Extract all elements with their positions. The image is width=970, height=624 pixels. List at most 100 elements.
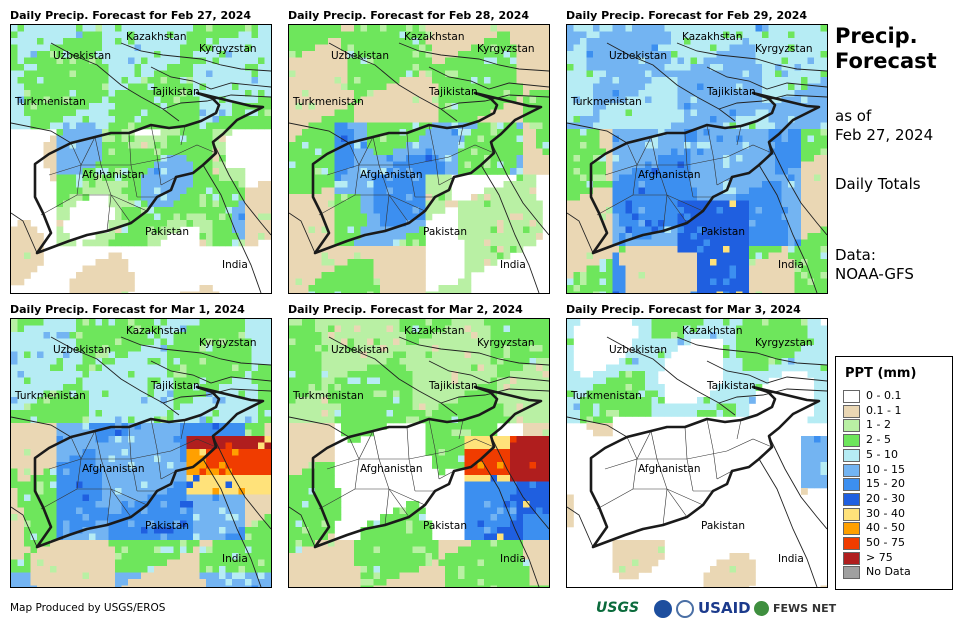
- map-label-tajikistan: Tajikistan: [707, 86, 756, 98]
- legend-label: > 75: [866, 550, 893, 564]
- province-boundary: [80, 430, 96, 460]
- map-label-india: India: [778, 553, 804, 565]
- forecast-panel: Daily Precip. Forecast for Feb 28, 2024 K…: [288, 9, 550, 294]
- afghanistan-outline: [33, 91, 265, 255]
- province-boundary: [604, 450, 728, 470]
- province-boundary: [150, 418, 162, 480]
- map-label-uzbekistan: Uzbekistan: [331, 344, 389, 356]
- province-boundary: [458, 419, 464, 440]
- precip-grid: [567, 319, 827, 587]
- province-boundary: [40, 488, 78, 510]
- province-boundary: [650, 136, 668, 232]
- map-label-afghanistan: Afghanistan: [360, 463, 423, 475]
- country-border: [11, 122, 72, 144]
- forecast-panel: Daily Precip. Forecast for Feb 27, 2024 K…: [10, 9, 272, 294]
- province-boundary: [706, 124, 718, 186]
- map-label-kyrgyzstan: Kyrgyzstan: [755, 43, 813, 55]
- legend-label: 0 - 0.1: [866, 389, 902, 402]
- precip-grid: [11, 25, 271, 293]
- country-border: [440, 388, 549, 404]
- country-border: [480, 164, 540, 293]
- province-boundary: [318, 194, 356, 216]
- province-boundary: [716, 176, 733, 186]
- province-boundary: [48, 450, 172, 470]
- province-boundary: [358, 136, 374, 166]
- map-label-kyrgyzstan: Kyrgyzstan: [477, 337, 535, 349]
- map-credit: Map Produced by USGS/EROS: [10, 602, 166, 614]
- country-border: [768, 435, 827, 530]
- province-boundary: [94, 136, 112, 232]
- province-boundary: [626, 436, 638, 490]
- country-border: [676, 336, 827, 366]
- country-border: [768, 141, 827, 236]
- precip-map: Kazakhstan Kyrgyzstan Uzbekistan Tajikistan…: [566, 318, 828, 588]
- country-border: [202, 458, 262, 587]
- map-label-turkmenistan: Turkmenistan: [15, 390, 86, 402]
- legend-swatch: [843, 434, 860, 448]
- precip-map: Kazakhstan Kyrgyzstan Uzbekistan Tajikistan…: [288, 318, 550, 588]
- precip-map-graphic: [567, 319, 827, 587]
- country-border: [758, 458, 818, 587]
- legend-label: 20 - 30: [866, 491, 905, 505]
- country-border: [120, 42, 271, 72]
- map-label-pakistan: Pakistan: [145, 520, 189, 532]
- province-boundary: [650, 430, 668, 526]
- legend-swatch: [843, 492, 860, 506]
- country-border: [567, 416, 628, 438]
- province-boundary: [180, 419, 186, 440]
- country-border: [718, 388, 827, 404]
- as-of-value: Feb 27, 2024: [835, 126, 934, 144]
- forecast-panel: Daily Precip. Forecast for Feb 29, 2024 K…: [566, 9, 828, 294]
- province-boundary: [326, 156, 450, 176]
- province-boundary: [706, 418, 718, 480]
- fewsnet-globe-icon: [754, 601, 769, 616]
- data-source-value: NOAA-GFS: [835, 265, 914, 283]
- map-label-india: India: [222, 553, 248, 565]
- country-border: [212, 435, 271, 530]
- map-label-tajikistan: Tajikistan: [429, 86, 478, 98]
- legend-swatch: [843, 537, 860, 550]
- province-boundary: [48, 156, 172, 176]
- country-border: [289, 416, 350, 438]
- province-boundary: [40, 194, 78, 216]
- province-boundary: [726, 144, 773, 158]
- map-label-tajikistan: Tajikistan: [151, 380, 200, 392]
- precip-map-graphic: [11, 319, 271, 587]
- legend-label: 2 - 5: [866, 433, 891, 447]
- province-boundary: [358, 430, 374, 460]
- legend-label: 1 - 2: [866, 418, 891, 432]
- map-label-kazakhstan: Kazakhstan: [126, 325, 187, 337]
- country-border: [676, 42, 827, 72]
- legend-label: No Data: [866, 565, 911, 579]
- as-of-date: as of Feb 27, 2024: [835, 107, 933, 145]
- panel-title: Daily Precip. Forecast for Mar 3, 2024: [566, 303, 801, 316]
- map-label-pakistan: Pakistan: [423, 226, 467, 238]
- precip-map-graphic: [289, 319, 549, 587]
- afghanistan-outline: [589, 91, 821, 255]
- precip-map: Kazakhstan Kyrgyzstan Uzbekistan Tajikistan…: [288, 24, 550, 294]
- province-boundary: [80, 136, 96, 166]
- province-boundary: [348, 436, 360, 490]
- province-boundary: [428, 124, 440, 186]
- province-boundary: [160, 176, 177, 186]
- province-boundary: [596, 488, 634, 510]
- map-label-pakistan: Pakistan: [701, 226, 745, 238]
- country-border: [706, 66, 827, 90]
- province-boundary: [94, 430, 112, 526]
- province-boundary: [438, 470, 455, 480]
- legend-title: PPT (mm): [845, 366, 917, 381]
- legend-label: 50 - 75: [866, 536, 905, 549]
- province-boundary: [438, 176, 455, 186]
- precip-grid: [567, 25, 827, 293]
- afghanistan-outline: [311, 91, 543, 255]
- legend-swatch: [843, 478, 860, 492]
- map-label-kazakhstan: Kazakhstan: [682, 31, 743, 43]
- map-label-kyrgyzstan: Kyrgyzstan: [477, 43, 535, 55]
- map-label-afghanistan: Afghanistan: [82, 169, 145, 181]
- legend-label: 10 - 15: [866, 462, 905, 476]
- country-border: [428, 360, 549, 384]
- precip-map-graphic: [289, 25, 549, 293]
- country-border: [440, 94, 549, 110]
- map-label-kyrgyzstan: Kyrgyzstan: [199, 337, 257, 349]
- map-label-afghanistan: Afghanistan: [360, 169, 423, 181]
